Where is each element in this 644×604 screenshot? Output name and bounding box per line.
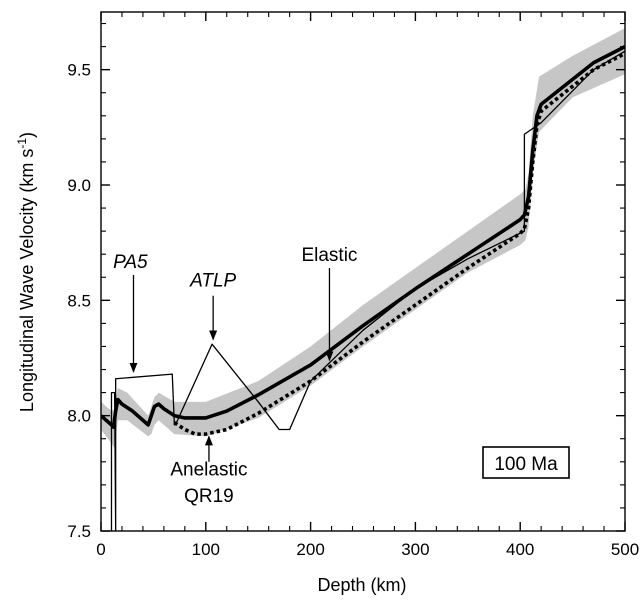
x-tick-label: 0 (96, 540, 105, 559)
annotation-elastic: Elastic (301, 245, 357, 266)
annotation-pa5: PA5 (113, 252, 148, 273)
series-line-pa5 (110, 373, 177, 531)
y-axis-title-close: ) (17, 132, 37, 138)
x-tick-label: 500 (611, 540, 639, 559)
y-tick-label: 7.5 (67, 522, 91, 541)
y-tick-label: 9.0 (67, 176, 91, 195)
x-tick-label: 100 (192, 540, 220, 559)
axes: 0 100 200 300 400 500 7.5 8.0 8.5 9.0 9.5 (67, 12, 639, 559)
y-tick-label: 9.5 (67, 61, 91, 80)
annotation-qr19: QR19 (184, 486, 234, 507)
y-axis-title: Longitudinal Wave Velocity (km s-1) (15, 132, 37, 412)
y-tick-label: 8.5 (67, 291, 91, 310)
inset-label-box: 100 Ma (482, 446, 570, 479)
y-tick-label: 8.0 (67, 407, 91, 426)
series-line-anelastic-qr19 (173, 51, 625, 436)
annotation-atlp: ATLP (189, 270, 236, 291)
uncertainty-band (101, 28, 625, 448)
series-line-atlp (175, 50, 625, 431)
x-tick-label: 400 (506, 540, 534, 559)
series-lines (101, 44, 625, 531)
y-axis-title-main: Longitudinal Wave Velocity (km s (17, 149, 37, 412)
x-tick-label: 300 (401, 540, 429, 559)
x-axis-title: Depth (km) (317, 575, 406, 595)
inset-label-frame (482, 446, 570, 479)
plot-frame (100, 11, 626, 532)
x-tick-label: 200 (296, 540, 324, 559)
annotation-anelastic: Anelastic (170, 460, 247, 481)
y-axis-title-exponent: -1 (15, 138, 29, 149)
uncertainty-band-area (101, 28, 625, 448)
annotations: PA5 ATLP Elastic Anelastic QR19 (113, 245, 357, 507)
inset-label: 100 Ma (494, 454, 558, 475)
